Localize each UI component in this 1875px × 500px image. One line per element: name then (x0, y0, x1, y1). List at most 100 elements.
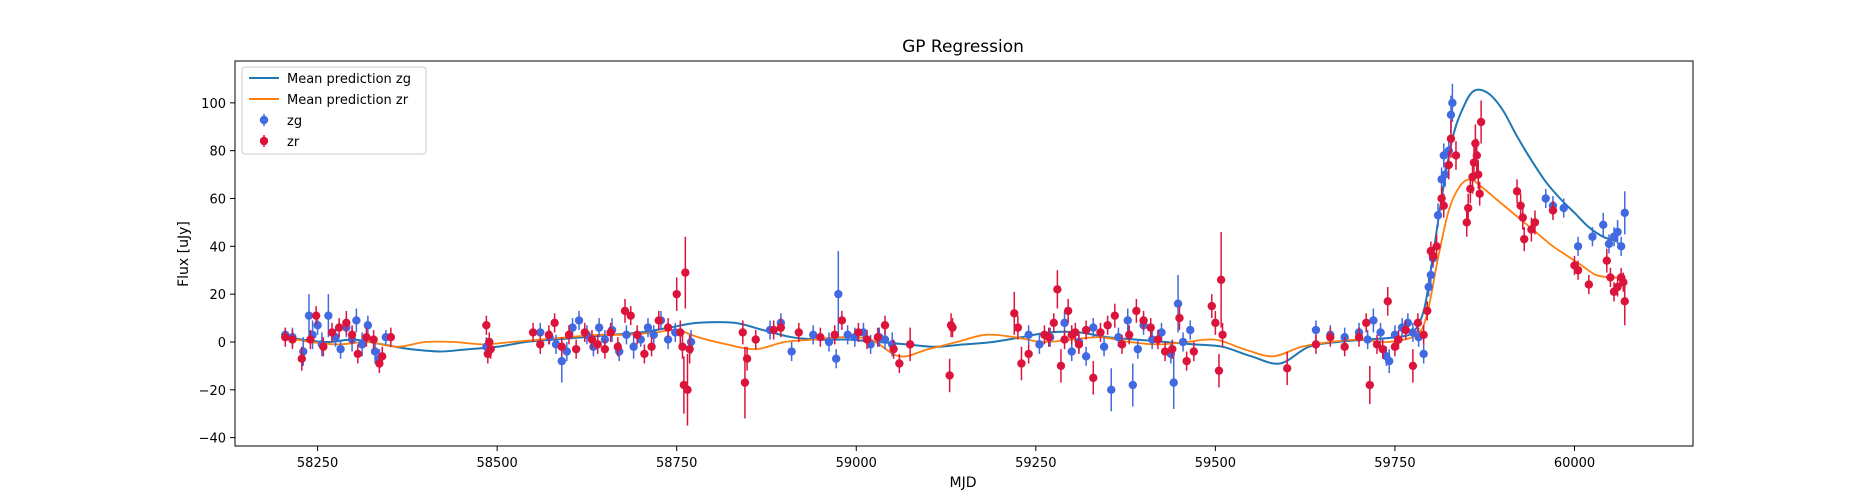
zr-point-31 (606, 328, 615, 337)
zg-point-61 (1081, 352, 1091, 361)
zg-point-104 (1559, 203, 1568, 213)
zg-point-101 (1448, 98, 1457, 108)
zg-point-95 (1433, 211, 1443, 220)
zr-point-153 (1620, 297, 1629, 306)
zr-point-1 (288, 335, 297, 344)
zg-point-56 (1035, 340, 1044, 349)
zr-point-48 (740, 378, 750, 387)
zr-point-42 (678, 342, 687, 351)
zr-point-126 (1451, 151, 1461, 160)
zg-point-112 (1620, 208, 1629, 218)
zr-point-98 (1211, 318, 1220, 328)
zr-point-24 (557, 342, 566, 351)
zg-point-47 (834, 289, 843, 299)
legend: Mean prediction zg Mean prediction zr zg zr (241, 66, 427, 155)
zg-point-19 (536, 328, 545, 337)
zr-point-123 (1439, 201, 1448, 210)
zr-point-134 (1474, 170, 1483, 179)
zg-point-36 (649, 330, 658, 340)
x-tick-label-2: 58750 (656, 456, 697, 471)
x-tick-label-5: 59500 (1195, 456, 1236, 471)
zr-point-4 (311, 311, 321, 320)
zr-point-20 (528, 328, 538, 337)
y-tick-label-1: −20 (199, 384, 226, 399)
zg-point-33 (629, 342, 638, 351)
zr-point-76 (1060, 335, 1069, 344)
zr-point-26 (571, 344, 581, 354)
zr-point-44 (681, 268, 690, 277)
zr-point-22 (544, 330, 554, 340)
zr-point-136 (1476, 117, 1486, 127)
zr-point-83 (1096, 328, 1105, 337)
zr-point-13 (375, 359, 384, 368)
zr-point-8 (342, 318, 351, 328)
series-zr (281, 100, 1629, 426)
zr-point-2 (297, 354, 306, 363)
legend-label-1: Mean prediction zr (287, 93, 409, 108)
y-axis: −40 −20 0 20 40 60 80 100 (199, 97, 235, 447)
zg-point-35 (643, 323, 653, 332)
zg-point-64 (1107, 385, 1116, 395)
zr-point-57 (854, 328, 863, 337)
zg-point-110 (1613, 227, 1622, 237)
zg-point-105 (1573, 242, 1583, 251)
x-axis-label: MJD (950, 475, 977, 491)
zg-point-59 (1067, 347, 1076, 356)
zr-point-64 (945, 371, 954, 380)
zg-point-29 (600, 335, 610, 344)
zr-point-25 (564, 330, 574, 340)
zr-point-7 (334, 323, 344, 332)
zg-point-9 (336, 344, 345, 354)
zr-point-50 (751, 335, 760, 344)
zr-point-23 (550, 318, 559, 328)
x-tick-label-0: 58250 (297, 456, 338, 471)
zr-point-12 (369, 335, 378, 344)
zr-point-148 (1606, 273, 1615, 282)
zr-point-133 (1472, 151, 1482, 160)
zr-point-18 (485, 337, 494, 347)
zr-point-82 (1089, 373, 1098, 383)
zr-point-111 (1383, 297, 1392, 306)
zg-point-92 (1424, 282, 1433, 292)
zr-point-9 (347, 330, 357, 340)
zg-point-28 (594, 323, 604, 332)
zr-point-19 (486, 344, 495, 354)
zg-point-14 (363, 321, 373, 330)
zg-point-46 (831, 354, 841, 363)
zr-point-90 (1146, 323, 1155, 332)
zr-point-93 (1168, 344, 1177, 354)
zr-point-73 (1049, 318, 1058, 328)
zg-point-7 (324, 311, 333, 320)
zg-point-107 (1599, 220, 1608, 230)
zg-point-98 (1441, 170, 1450, 179)
zr-point-69 (1017, 359, 1026, 368)
zr-point-0 (281, 332, 290, 342)
zr-point-34 (626, 311, 635, 320)
zr-point-101 (1218, 330, 1227, 340)
zg-point-82 (1369, 316, 1378, 325)
zr-point-108 (1365, 380, 1374, 390)
zr-point-150 (1613, 282, 1622, 292)
zg-point-62 (1089, 323, 1098, 332)
zr-point-132 (1471, 139, 1480, 148)
zg-point-89 (1408, 328, 1418, 337)
zg-point-44 (808, 330, 818, 340)
zg-point-2 (299, 347, 308, 356)
zr-point-49 (742, 354, 752, 363)
zr-point-46 (685, 344, 694, 354)
zr-point-21 (536, 340, 545, 349)
zr-point-91 (1153, 335, 1163, 344)
zg-point-32 (622, 330, 631, 340)
zg-point-45 (824, 337, 834, 347)
zr-point-105 (1340, 342, 1349, 351)
zr-point-80 (1074, 340, 1084, 349)
zg-point-40 (686, 337, 696, 347)
legend-swatch-2 (259, 115, 269, 125)
zg-point-12 (352, 316, 361, 325)
zr-point-110 (1378, 344, 1387, 354)
zr-point-81 (1081, 325, 1091, 335)
zg-point-13 (357, 340, 367, 349)
mean-line-0 (285, 88, 1618, 365)
zg-point-79 (1340, 332, 1349, 342)
zr-point-39 (663, 323, 673, 332)
